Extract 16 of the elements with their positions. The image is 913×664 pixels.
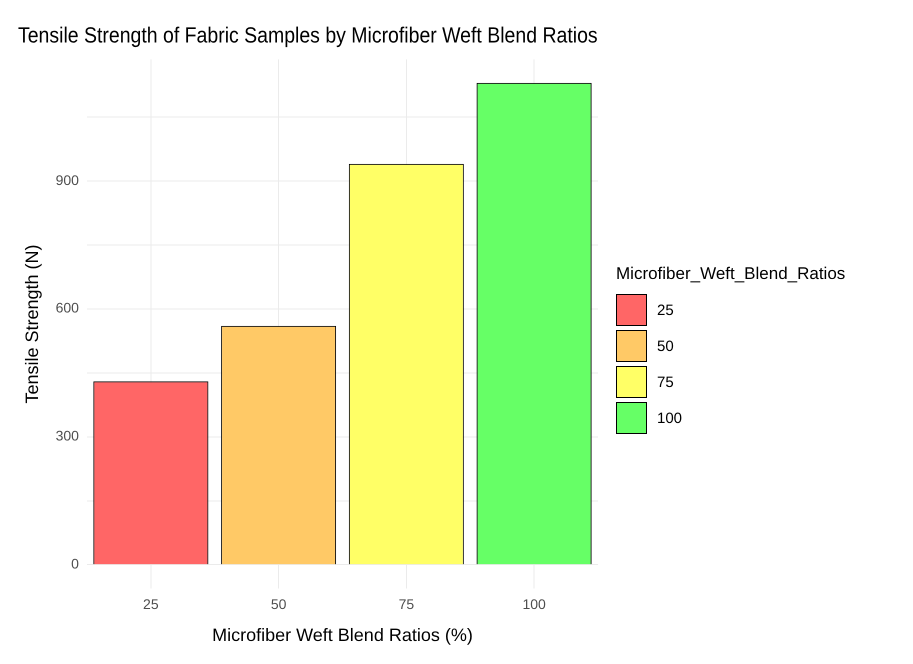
y-tick-label: 900 — [56, 172, 80, 188]
legend-label: 50 — [657, 338, 674, 354]
legend-label: 100 — [657, 410, 682, 426]
x-tick-label: 75 — [398, 596, 414, 612]
x-axis-title: Microfiber Weft Blend Ratios (%) — [212, 625, 473, 646]
legend-label: 25 — [657, 302, 674, 318]
legend-title: Microfiber_Weft_Blend_Ratios — [616, 264, 846, 284]
y-tick-label: 300 — [56, 428, 80, 444]
y-axis-title: Tensile Strength (N) — [22, 244, 42, 404]
x-tick-label: 25 — [143, 596, 159, 612]
y-tick-label: 0 — [71, 556, 80, 572]
legend-label: 75 — [657, 374, 674, 390]
x-tick-label: 50 — [270, 596, 287, 612]
chart-title: Tensile Strength of Fabric Samples by Microfiber Weft Blend Ratios — [18, 23, 598, 48]
y-tick-label: 600 — [56, 300, 80, 316]
x-tick-label: 100 — [522, 596, 546, 612]
